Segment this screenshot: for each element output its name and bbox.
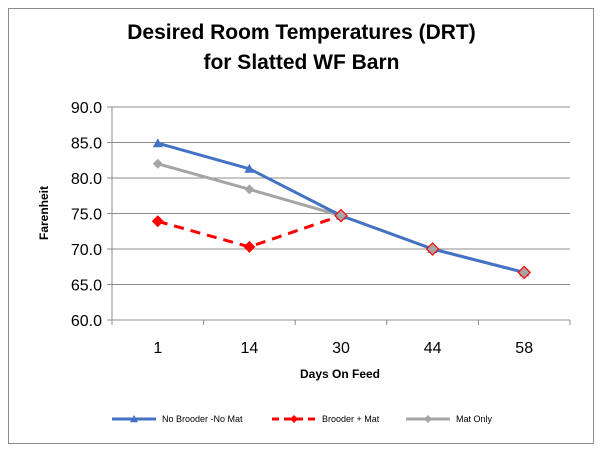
series-line	[157, 214, 342, 249]
y-tick-label: 85.0	[71, 136, 102, 153]
legend-swatch-marker	[290, 415, 298, 423]
chart-title-line-2: for Slatted WF Barn	[203, 51, 400, 74]
chart-title: Desired Room Temperatures (DRT) for Slat…	[0, 18, 603, 78]
legend-swatch-marker	[130, 415, 138, 423]
x-axis-label: Days On Feed	[300, 367, 380, 381]
series-layer	[151, 138, 532, 280]
chart-title-line-1: Desired Room Temperatures (DRT)	[127, 21, 476, 44]
x-tick-label: 58	[515, 340, 533, 357]
y-tick-label: 60.0	[71, 313, 102, 330]
overlay-markers	[334, 208, 532, 280]
legend-label: Brooder + Mat	[322, 414, 380, 424]
y-axis-ticks: 60.0 65.0 70.0 75.0 80.0 85.0 90.0	[71, 100, 102, 330]
legend-swatch-marker	[424, 415, 432, 423]
data-point	[425, 242, 440, 256]
y-axis-label: Farenheit	[37, 186, 51, 240]
data-point	[334, 208, 348, 223]
y-tick-label: 75.0	[71, 207, 102, 224]
y-tick-label: 90.0	[71, 100, 102, 117]
y-tick-label: 70.0	[71, 242, 102, 259]
data-point	[517, 265, 532, 280]
legend-item: No Brooder -No Mat	[112, 414, 243, 424]
legend-item: Brooder + Mat	[272, 414, 380, 424]
legend-item: Mat Only	[406, 414, 493, 424]
legend-label: Mat Only	[456, 414, 493, 424]
y-tick-label: 80.0	[71, 171, 102, 188]
grid-lines	[107, 106, 571, 325]
x-tick-label: 44	[424, 340, 442, 357]
chart-frame	[8, 8, 594, 444]
series-brooder-mat	[151, 209, 347, 253]
data-point	[152, 138, 163, 148]
data-point	[243, 240, 256, 253]
x-tick-label: 14	[241, 340, 259, 357]
x-axis-ticks: 1 14 30 44 58	[153, 340, 533, 357]
x-tick-label: 1	[153, 340, 162, 357]
data-point	[152, 158, 163, 169]
x-tick-label: 30	[332, 340, 350, 357]
series-line	[157, 141, 525, 274]
legend: No Brooder -No Mat Brooder + Mat Mat Only	[112, 414, 493, 424]
data-point	[151, 215, 164, 228]
data-point	[244, 184, 255, 195]
legend-label: No Brooder -No Mat	[162, 414, 243, 424]
series-no-brooder-no-mat	[152, 138, 530, 277]
y-tick-label: 65.0	[71, 278, 102, 295]
data-point	[244, 163, 255, 173]
